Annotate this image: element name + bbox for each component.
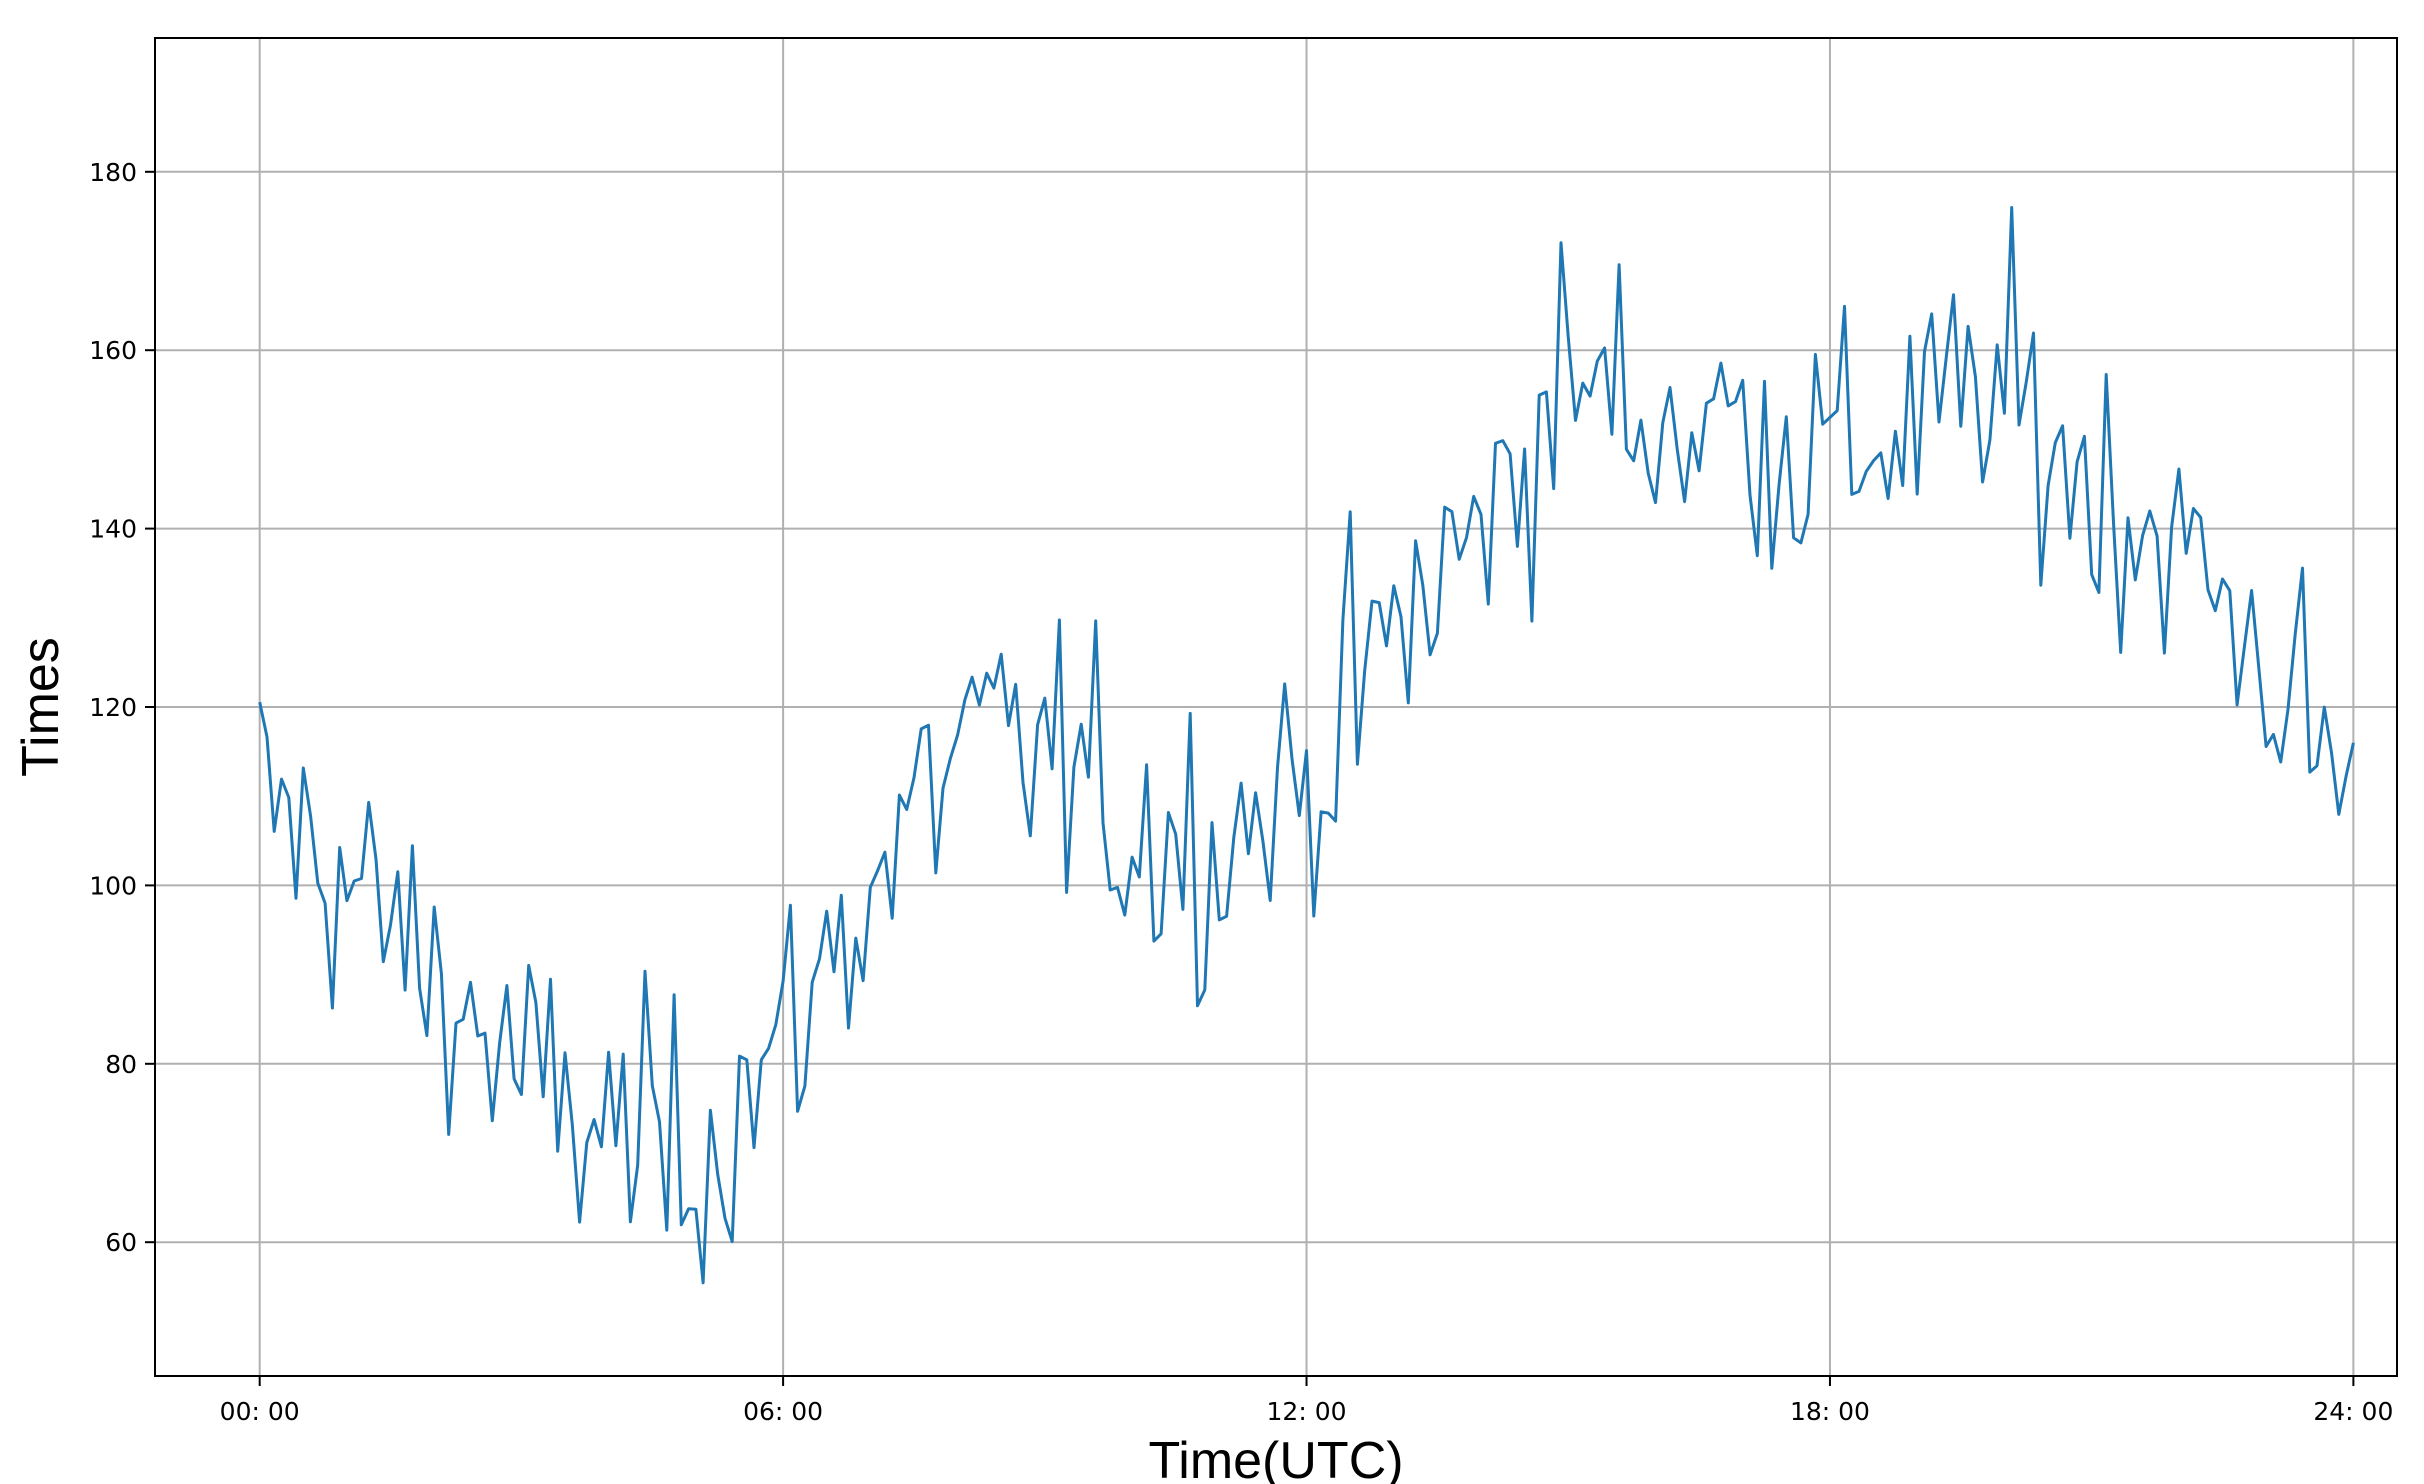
y-tick-label: 140 <box>89 515 137 544</box>
series-line <box>258 206 2355 1285</box>
x-axis-title: Time(UTC) <box>1148 1432 1403 1484</box>
x-tick-label: 06: 00 <box>743 1397 823 1426</box>
y-tick-label: 180 <box>89 158 137 187</box>
y-tick-label: 100 <box>89 871 137 900</box>
x-tick-label: 00: 00 <box>220 1397 300 1426</box>
x-tick-label: 12: 00 <box>1267 1397 1347 1426</box>
y-tick-label: 160 <box>89 336 137 365</box>
y-tick-label: 120 <box>89 693 137 722</box>
x-tick-label: 18: 00 <box>1790 1397 1870 1426</box>
y-tick-label: 80 <box>105 1050 137 1079</box>
y-tick-label: 60 <box>105 1228 137 1257</box>
series-group <box>258 206 2355 1285</box>
y-axis-ticks: 60 80 100 120 140 160 180 <box>89 158 155 1257</box>
grid-lines <box>155 38 2397 1376</box>
y-axis-title: Times <box>12 637 70 777</box>
x-tick-label: 24: 00 <box>2313 1397 2393 1426</box>
x-axis-ticks: 00: 00 06: 00 12: 00 18: 00 24: 00 <box>220 1376 2393 1426</box>
